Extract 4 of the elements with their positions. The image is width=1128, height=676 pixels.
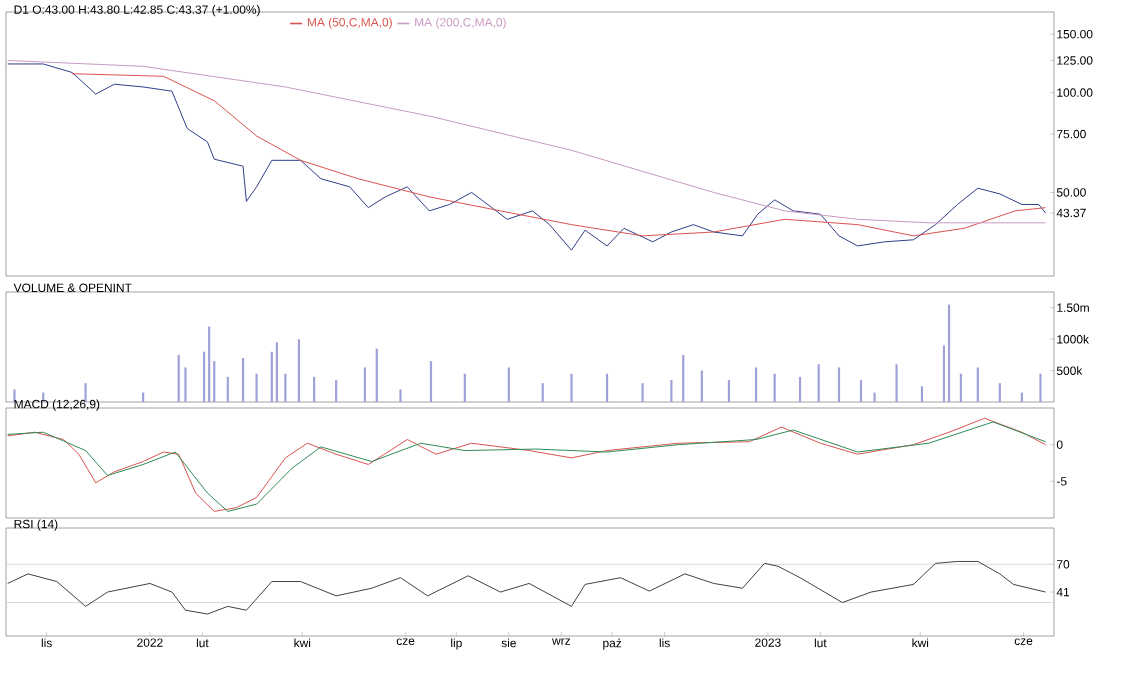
- line-series: [7, 560, 1047, 615]
- line-series: [7, 59, 1047, 224]
- line-series: [71, 73, 1047, 237]
- line-series: [7, 63, 1047, 251]
